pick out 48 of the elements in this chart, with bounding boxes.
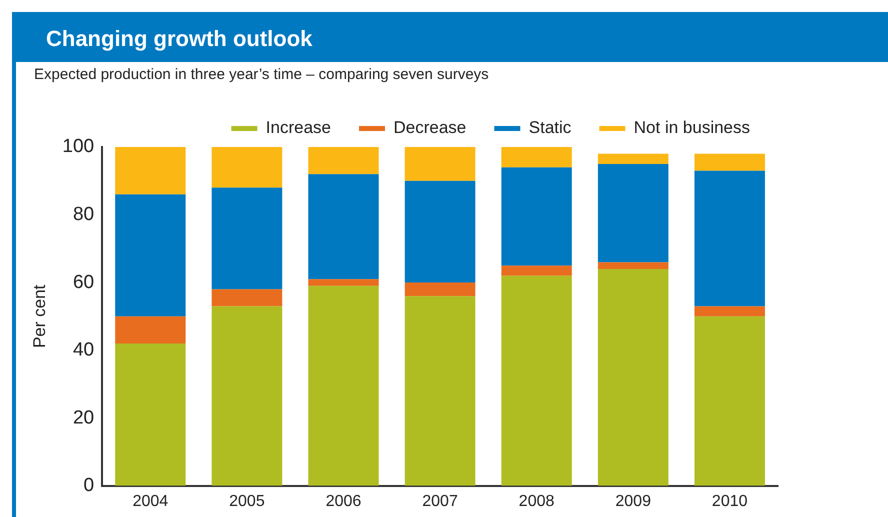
y-tick-label: 20 <box>72 407 94 428</box>
bar <box>404 180 476 283</box>
bar <box>501 147 572 168</box>
x-tick-label: 2005 <box>229 492 265 510</box>
y-tick-label: 40 <box>72 340 94 361</box>
bar <box>115 344 186 486</box>
bar <box>115 147 186 194</box>
bar <box>404 296 476 486</box>
bar <box>598 154 668 164</box>
bar <box>212 289 282 306</box>
bar <box>308 286 379 486</box>
legend-label: Increase <box>266 118 331 138</box>
y-tick-label: 0 <box>84 475 94 496</box>
bar <box>115 316 186 344</box>
x-tick-label: 2006 <box>326 492 362 510</box>
y-tick-label: 100 <box>62 136 94 158</box>
bar <box>212 188 282 290</box>
bar <box>115 194 186 316</box>
chart-subtitle: Expected production in three year’s time – comparing seven surveys <box>34 66 489 83</box>
bar <box>694 170 765 306</box>
bar <box>212 147 282 188</box>
bar <box>404 282 476 296</box>
bar <box>598 164 668 262</box>
bar <box>598 268 668 486</box>
bar <box>212 306 282 486</box>
y-tick-label: 80 <box>72 204 94 225</box>
bar <box>404 147 476 181</box>
chart-title: Changing growth outlook <box>46 26 312 52</box>
x-tick-label: 2004 <box>132 492 168 510</box>
x-tick-label: 2010 <box>712 492 748 510</box>
bar <box>308 147 379 174</box>
legend-label: Not in business <box>634 118 750 138</box>
bar <box>308 174 379 280</box>
bar <box>308 279 379 286</box>
bar <box>501 276 572 486</box>
x-tick-label: 2007 <box>422 492 458 510</box>
bar <box>694 316 765 486</box>
bar <box>694 154 765 171</box>
bar <box>501 167 572 266</box>
y-axis-title: Per cent <box>30 284 49 348</box>
legend-label: Decrease <box>394 118 466 138</box>
x-tick-label: 2008 <box>518 492 555 510</box>
legend-label: Static <box>528 118 572 138</box>
x-tick-label: 2009 <box>615 492 652 510</box>
bar <box>501 266 572 276</box>
y-tick-label: 60 <box>72 272 94 293</box>
bar <box>598 262 668 269</box>
bar <box>694 306 765 316</box>
